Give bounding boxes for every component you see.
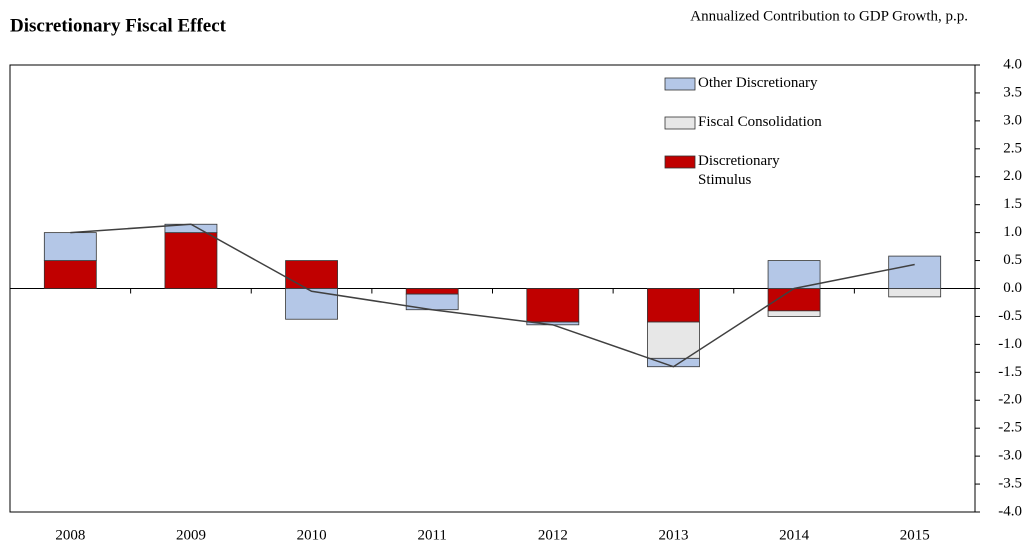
bar-segment: [43, 232, 97, 261]
bar-segment: [647, 357, 700, 368]
legend-label: Fiscal Consolidation: [698, 114, 822, 130]
bar-segment: [647, 321, 700, 359]
y-tick-label: -3.0: [998, 448, 1022, 464]
chart-title: Discretionary Fiscal Effect: [10, 15, 227, 36]
legend-label: Discretionary Stimulus: [698, 153, 780, 188]
x-tick-label: 2010: [297, 527, 327, 543]
y-tick-label: -1.0: [998, 336, 1022, 352]
y-tick-label: -2.5: [998, 420, 1022, 436]
x-tick-label: 2015: [900, 527, 930, 543]
legend-label: Other Discretionary: [698, 75, 818, 91]
bar-segment: [526, 288, 580, 323]
x-tick-label: 2008: [55, 527, 85, 543]
y-tick-label: -3.5: [998, 476, 1022, 492]
bar-segment: [405, 288, 459, 295]
legend-swatch: [664, 77, 696, 91]
legend-swatch: [664, 116, 696, 130]
y-tick-label: 0.5: [1003, 252, 1022, 268]
bar-segment: [647, 288, 700, 323]
bar-segment: [285, 288, 338, 320]
y-tick-label: 1.0: [1003, 224, 1022, 240]
total-line: [70, 223, 915, 368]
y-tick-label: -0.5: [998, 308, 1022, 324]
y-tick-label: 3.0: [1003, 112, 1022, 128]
y-tick-label: -4.0: [998, 503, 1022, 519]
y-tick-label: 1.5: [1003, 196, 1022, 212]
bar-segment: [43, 260, 97, 289]
bar-segment: [285, 260, 338, 289]
x-tick-label: 2014: [779, 527, 810, 543]
x-tick-label: 2013: [658, 527, 688, 543]
x-tick-label: 2012: [538, 527, 568, 543]
bar-segment: [767, 310, 821, 317]
chart-subtitle: Annualized Contribution to GDP Growth, p…: [690, 8, 968, 24]
y-tick-label: -1.5: [998, 364, 1022, 380]
bar-segment: [164, 232, 218, 289]
y-tick-label: 3.5: [1003, 84, 1022, 100]
bar-segment: [767, 260, 821, 289]
x-tick-label: 2009: [176, 527, 206, 543]
y-tick-label: 2.0: [1003, 168, 1022, 184]
y-tick-label: 0.0: [1003, 280, 1022, 296]
bar-segment: [888, 255, 942, 289]
x-tick-label: 2011: [417, 527, 446, 543]
y-tick-label: 2.5: [1003, 140, 1022, 156]
y-tick-label: -2.0: [998, 392, 1022, 408]
legend-swatch: [664, 155, 696, 169]
bar-segment: [888, 288, 942, 298]
y-tick-label: 4.0: [1003, 56, 1022, 72]
